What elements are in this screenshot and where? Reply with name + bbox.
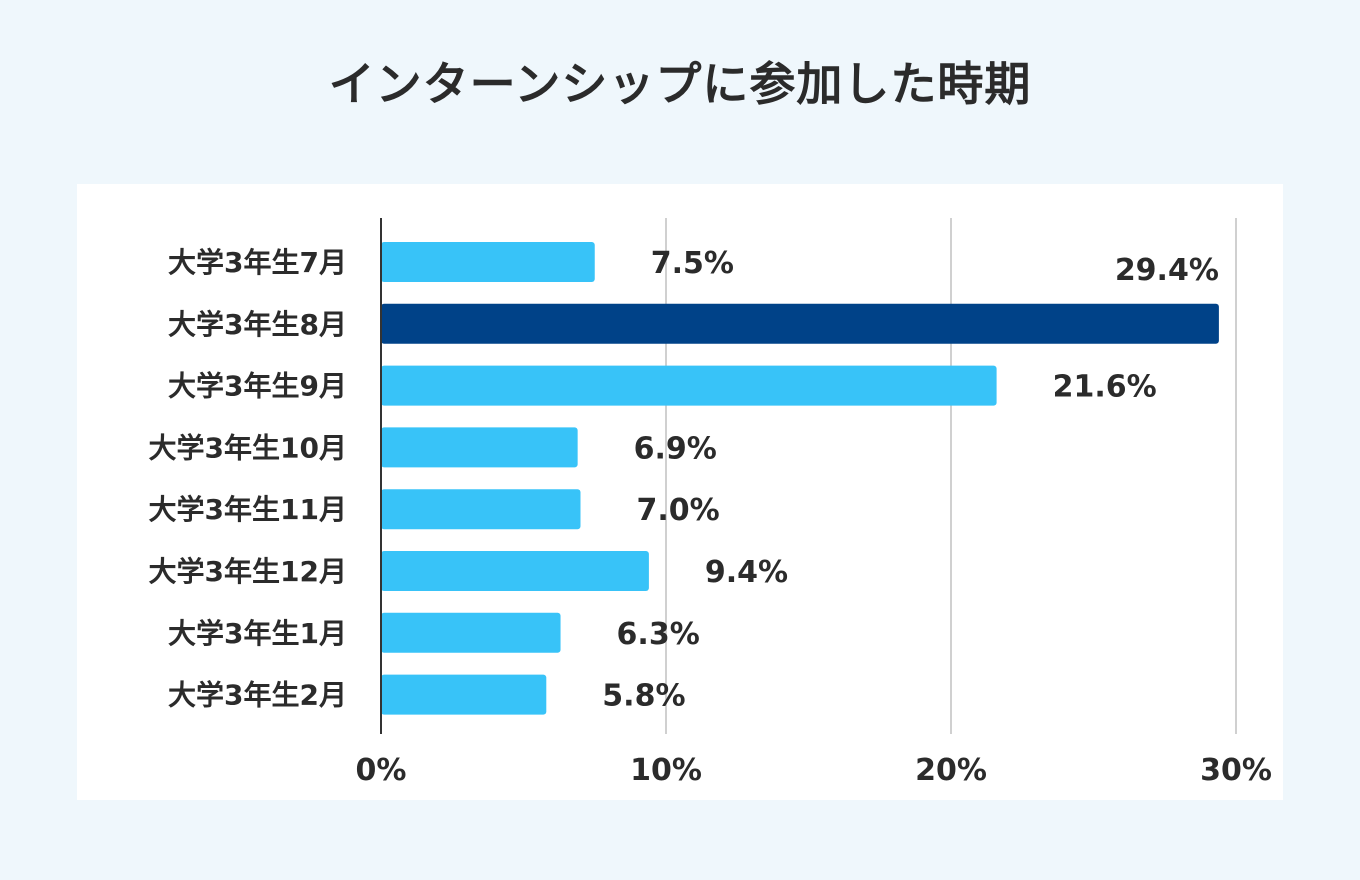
bar (381, 674, 547, 715)
x-tick-label: 10% (630, 753, 702, 788)
category-label: 大学3年生7月 (168, 246, 347, 279)
bar (381, 551, 649, 591)
category-label: 大学3年生1月 (168, 617, 347, 650)
data-label: 9.4% (705, 555, 788, 590)
data-label: 5.8% (602, 679, 685, 714)
data-label: 7.5% (651, 246, 734, 281)
bar (381, 365, 997, 406)
category-label: 大学3年生9月 (168, 370, 347, 403)
data-label: 7.0% (637, 493, 720, 528)
data-label: 29.4% (1115, 253, 1219, 288)
category-label: 大学3年生2月 (168, 679, 347, 712)
bar-chart: 大学3年生7月 7.5% 大学3年生8月 29.4% 大学3年生9月 21.6% 大学3年生… (149, 218, 1272, 788)
x-tick-label: 30% (1200, 753, 1272, 788)
bar (381, 427, 578, 468)
bar (381, 489, 581, 530)
data-label: 21.6% (1053, 370, 1157, 405)
bar (381, 242, 595, 282)
x-tick-label: 20% (915, 753, 987, 788)
bar (381, 303, 1219, 344)
data-label: 6.3% (617, 617, 700, 652)
data-label: 6.9% (634, 431, 717, 466)
chart-title: インターンシップに参加した時期 (328, 57, 1032, 111)
category-label: 大学3年生11月 (149, 493, 347, 526)
category-label: 大学3年生12月 (149, 555, 347, 588)
chart-panel: 大学3年生7月 7.5% 大学3年生8月 29.4% 大学3年生9月 21.6% 大学3年生… (77, 184, 1283, 800)
category-label: 大学3年生10月 (149, 431, 347, 464)
category-label: 大学3年生8月 (168, 308, 347, 341)
x-tick-label: 0% (356, 753, 407, 788)
bar (381, 612, 561, 653)
